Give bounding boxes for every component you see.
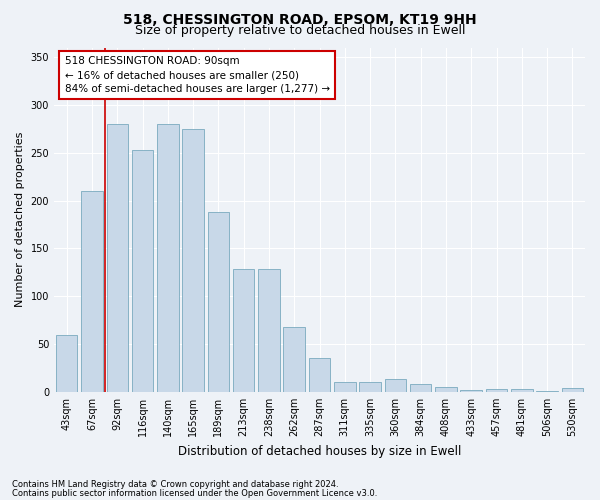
Bar <box>56 334 77 392</box>
Bar <box>460 390 482 392</box>
Bar <box>233 270 254 392</box>
Bar <box>283 327 305 392</box>
Text: 518 CHESSINGTON ROAD: 90sqm
← 16% of detached houses are smaller (250)
84% of se: 518 CHESSINGTON ROAD: 90sqm ← 16% of det… <box>65 56 330 94</box>
Text: Contains public sector information licensed under the Open Government Licence v3: Contains public sector information licen… <box>12 488 377 498</box>
Bar <box>309 358 330 392</box>
Text: Contains HM Land Registry data © Crown copyright and database right 2024.: Contains HM Land Registry data © Crown c… <box>12 480 338 489</box>
Bar <box>182 129 204 392</box>
Bar <box>258 270 280 392</box>
Bar <box>562 388 583 392</box>
Bar <box>157 124 179 392</box>
Text: 518, CHESSINGTON ROAD, EPSOM, KT19 9HH: 518, CHESSINGTON ROAD, EPSOM, KT19 9HH <box>123 12 477 26</box>
Bar <box>435 387 457 392</box>
Bar <box>208 212 229 392</box>
Bar <box>536 391 558 392</box>
Bar <box>132 150 153 392</box>
Bar <box>334 382 356 392</box>
Bar <box>107 124 128 392</box>
Bar <box>410 384 431 392</box>
Bar <box>359 382 381 392</box>
Text: Size of property relative to detached houses in Ewell: Size of property relative to detached ho… <box>135 24 465 37</box>
Bar <box>511 389 533 392</box>
Bar <box>81 191 103 392</box>
X-axis label: Distribution of detached houses by size in Ewell: Distribution of detached houses by size … <box>178 444 461 458</box>
Bar <box>486 389 507 392</box>
Y-axis label: Number of detached properties: Number of detached properties <box>15 132 25 308</box>
Bar <box>385 380 406 392</box>
